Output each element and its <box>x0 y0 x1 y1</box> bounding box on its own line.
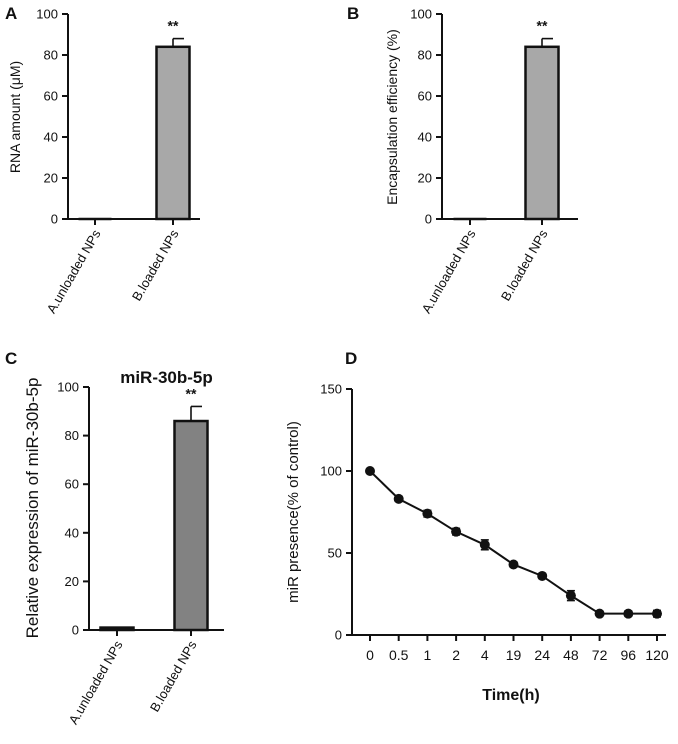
panel-a-letter: A <box>5 4 17 23</box>
x-category-label: A.unloaded NPs <box>66 638 126 727</box>
y-tick-label: 20 <box>65 574 79 589</box>
y-tick-label: 100 <box>320 464 342 479</box>
significance-label: ** <box>537 18 548 34</box>
y-tick-label: 60 <box>44 89 58 104</box>
bar <box>99 626 135 632</box>
y-axis-label: Relative expression of miR-30b-5p <box>23 378 42 639</box>
panel-c-letter: C <box>5 349 17 368</box>
bar <box>155 45 191 221</box>
chart-title: miR-30b-5p <box>120 368 213 387</box>
y-tick-label: 20 <box>418 171 432 186</box>
x-category-label: A.unloaded NPs <box>419 227 479 316</box>
x-category-label: A.unloaded NPs <box>44 227 104 316</box>
y-tick-label: 50 <box>328 546 342 561</box>
x-axis-label: Time(h) <box>482 687 539 704</box>
chart-d-mir-presence-time-course: 0 50 100 150 miR presence(% of control) 0 0.5 1… <box>285 382 669 705</box>
data-point <box>365 466 375 476</box>
data-point <box>451 526 462 537</box>
y-tick-label: 40 <box>44 130 58 145</box>
x-tick-label: 2 <box>452 647 460 663</box>
y-axis-label: miR presence(% of control) <box>285 421 302 603</box>
x-category-label: B.loaded NPs <box>498 227 551 304</box>
y-tick-label: 0 <box>51 212 58 227</box>
data-point <box>565 590 576 601</box>
y-tick-label: 100 <box>36 7 58 22</box>
y-tick-label: 0 <box>335 628 342 643</box>
y-axis-label: RNA amount (μM) <box>7 61 23 173</box>
x-tick-label: 96 <box>621 647 637 663</box>
data-point <box>537 570 548 581</box>
data-point <box>594 608 605 619</box>
data-point <box>422 508 433 519</box>
data-point <box>623 608 634 619</box>
y-axis-label: Encapsulation efficiency (%) <box>384 29 400 205</box>
y-tick-label: 60 <box>65 477 79 492</box>
x-tick-label: 4 <box>481 647 489 663</box>
chart-b-encapsulation-efficiency: 0 20 40 60 80 100 Encapsulation efficiency (%)… <box>384 7 578 316</box>
data-point <box>479 539 490 550</box>
y-tick-label: 100 <box>57 380 79 395</box>
x-tick-label: 48 <box>563 647 579 663</box>
panel-d-letter: D <box>345 349 357 368</box>
series-line <box>369 470 657 615</box>
bar <box>173 419 209 632</box>
y-tick-label: 40 <box>418 130 432 145</box>
bar <box>524 45 560 221</box>
x-tick-label: 1 <box>424 647 432 663</box>
data-point <box>652 608 662 619</box>
y-tick-label: 80 <box>418 48 432 63</box>
y-tick-label: 0 <box>72 623 79 638</box>
y-tick-label: 20 <box>44 171 58 186</box>
significance-label: ** <box>186 385 197 401</box>
x-tick-label: 24 <box>534 647 550 663</box>
data-point <box>508 559 519 570</box>
x-tick-label: 72 <box>592 647 608 663</box>
y-tick-label: 150 <box>320 382 342 397</box>
y-tick-label: 100 <box>410 7 432 22</box>
y-tick-label: 0 <box>425 212 432 227</box>
data-point <box>393 493 404 504</box>
y-tick-label: 40 <box>65 525 79 540</box>
x-category-label: B.loaded NPs <box>129 227 182 304</box>
chart-c-mir-30b-5p-expression: miR-30b-5p 0 20 40 60 80 100 Relative expressio… <box>23 368 224 727</box>
y-tick-label: 80 <box>44 48 58 63</box>
x-tick-label: 0 <box>366 647 374 663</box>
chart-a-rna-amount: 0 20 40 60 80 100 RNA amount (μM) A.unloaded NP… <box>7 7 200 316</box>
x-tick-label: 0.5 <box>389 647 409 663</box>
x-tick-label: 19 <box>506 647 522 663</box>
significance-label: ** <box>168 18 179 34</box>
x-category-label: B.loaded NPs <box>147 638 200 715</box>
x-tick-label: 120 <box>645 647 669 663</box>
y-tick-label: 60 <box>418 89 432 104</box>
y-tick-label: 80 <box>65 428 79 443</box>
panel-b-letter: B <box>347 4 359 23</box>
